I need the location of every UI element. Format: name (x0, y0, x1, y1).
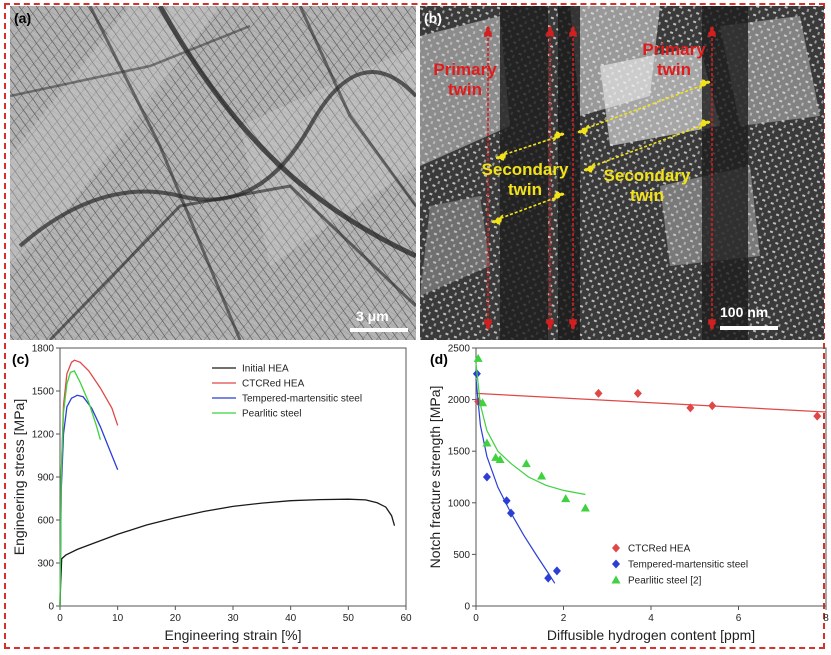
data-point-d (495, 454, 505, 463)
data-point-d (544, 573, 553, 583)
dislocation-texture (10, 6, 416, 340)
y-tick-label-d: 500 (453, 550, 470, 561)
scale-bar-b (720, 326, 778, 330)
data-point-d (686, 403, 695, 413)
secondary-twin-label-left: Secondary twin (475, 160, 575, 200)
secondary-twin-left-line2: twin (508, 180, 542, 199)
y-tick-label-d: 1500 (448, 447, 471, 458)
y-tick-label-c: 1500 (32, 387, 55, 398)
panel-c-label: (c) (12, 351, 30, 367)
primary-twin-label-right: Primary twin (634, 40, 714, 80)
data-point-d (478, 398, 488, 407)
x-tick-label-c: 0 (57, 613, 63, 624)
legend-label-d: CTCRed HEA (628, 544, 691, 555)
fit-line-pearlitic-steel- (475, 363, 586, 496)
data-point-d (580, 503, 590, 512)
series-line-ctcred-hea (59, 359, 119, 607)
y-tick-label-c: 1200 (32, 430, 55, 441)
legend-label-c: CTCRed HEA (242, 379, 305, 390)
y-tick-label-d: 2000 (448, 395, 471, 406)
data-point-d (473, 353, 483, 362)
legend-label-d: Tempered-martensitic steel (628, 560, 748, 571)
data-point-d (552, 566, 561, 576)
legend-swatch-d (612, 543, 620, 553)
x-tick-label-c: 60 (400, 613, 412, 624)
y-axis-title-c: Engineering stress [MPa] (11, 399, 27, 555)
x-axis-title-c: Engineering strain [%] (165, 627, 302, 643)
y-tick-label-c: 0 (48, 602, 54, 613)
data-point-d (502, 496, 511, 506)
legend-swatch-d (611, 575, 621, 584)
x-tick-label-c: 10 (112, 613, 124, 624)
y-tick-label-c: 300 (37, 559, 54, 570)
primary-twin-right-line2: twin (657, 60, 691, 79)
data-point-d (537, 471, 547, 480)
figure-frame (4, 3, 825, 649)
legend-label-c: Initial HEA (242, 364, 289, 375)
data-point-d (507, 508, 515, 518)
x-tick-label-c: 40 (285, 613, 297, 624)
notch-strength-chart: 0 2 4 6 8 0 500 1000 1500 2000 2500 Diffusible hydr… (427, 344, 829, 644)
x-tick-label-d: 0 (473, 613, 479, 624)
data-point-d (482, 438, 492, 447)
fit-line-tempered-martensitic-steel (475, 378, 556, 584)
legend-label-c: Pearlitic steel (242, 409, 301, 420)
twin-texture (420, 6, 824, 340)
primary-twin-left-line1: Primary (433, 60, 497, 79)
x-tick-label-d: 6 (736, 613, 742, 624)
x-tick-label-c: 20 (170, 613, 182, 624)
scale-bar-label-b: 100 nm (720, 304, 769, 320)
y-tick-label-c: 900 (37, 473, 54, 484)
panel-a-micrograph: (a) 3 μm (10, 6, 416, 340)
stress-strain-chart: 0 10 20 30 40 50 600300600900120015001800Engin… (11, 344, 412, 644)
x-tick-label-d: 4 (648, 613, 654, 624)
secondary-twin-label-right: Secondary twin (597, 166, 697, 206)
scale-bar-label-a: 3 μm (356, 308, 389, 324)
x-tick-label-c: 30 (227, 613, 239, 624)
primary-twin-right-line1: Primary (642, 40, 706, 59)
x-axis-title-d: Diffusible hydrogen content [ppm] (547, 627, 755, 643)
x-tick-label-c: 50 (343, 613, 355, 624)
fit-line-ctcred-hea (475, 392, 827, 413)
panel-a-label: (a) (14, 10, 32, 26)
panel-b-micrograph: (b) Primary twin Primary twin Secondary … (420, 6, 824, 340)
data-point-d (561, 494, 571, 503)
panel-d-label: (d) (430, 351, 448, 367)
data-point-d (813, 411, 822, 421)
y-tick-label-c: 1800 (32, 344, 55, 355)
twin-arrows (482, 23, 718, 333)
secondary-twin-right-line1: Secondary (603, 166, 691, 185)
y-tick-label-d: 1000 (448, 498, 471, 509)
x-tick-label-d: 8 (823, 613, 829, 624)
y-tick-label-c: 600 (37, 516, 54, 527)
secondary-twin-right-line2: twin (630, 186, 664, 205)
y-tick-label-d: 0 (464, 602, 470, 613)
series-line-tempered-martensitic-steel (59, 394, 119, 607)
plot-area-c (59, 347, 407, 607)
secondary-twin-left-line1: Secondary (481, 160, 569, 179)
data-point-d (482, 472, 491, 482)
panel-b-label: (b) (424, 10, 442, 26)
y-axis-title-d: Notch fracture strength [MPa] (427, 386, 443, 569)
x-tick-label-d: 2 (561, 613, 567, 624)
data-point-d (708, 401, 717, 411)
series-line-initial-hea (59, 498, 396, 607)
legend-label-c: Tempered-martensitic steel (242, 394, 362, 405)
secondary-twin-arrows (489, 79, 713, 225)
primary-twin-left-line2: twin (448, 80, 482, 99)
y-tick-label-d: 2500 (448, 344, 471, 355)
primary-twin-label-left: Primary twin (425, 60, 505, 100)
data-point-d (594, 388, 603, 398)
scale-bar-a (350, 328, 408, 332)
legend-swatch-d (612, 559, 620, 569)
series-line-pearlitic-steel (59, 370, 102, 607)
legend-label-d: Pearlitic steel [2] (628, 576, 702, 587)
data-point-d (633, 388, 642, 398)
data-point-d (521, 459, 531, 468)
